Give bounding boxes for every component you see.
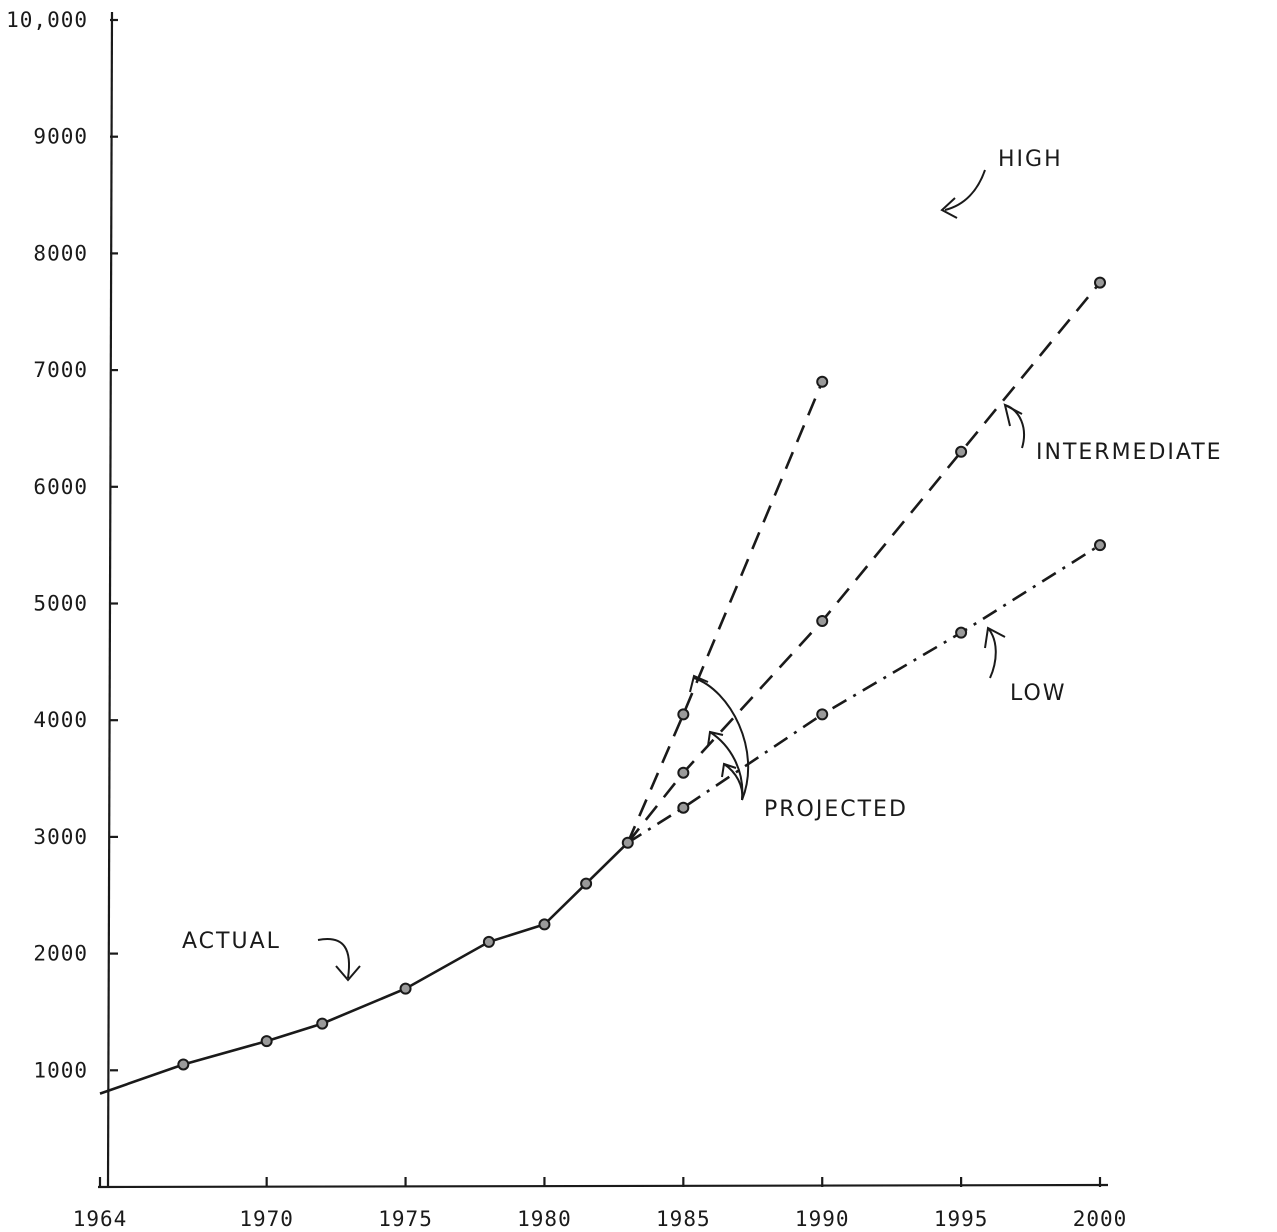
data-point-high	[816, 375, 829, 388]
x-tick-label: 1970	[239, 1207, 294, 1231]
y-tick-label: 7000	[33, 358, 88, 382]
series-lines	[99, 281, 1102, 1095]
y-tick-label: 2000	[33, 942, 88, 966]
projected-arrow-low-head	[721, 762, 737, 778]
x-tick-label: 1975	[378, 1207, 433, 1231]
x-tick-label: 1990	[795, 1207, 850, 1231]
data-point-actual	[316, 1017, 329, 1030]
low-arrow	[987, 627, 997, 679]
x-axis-line	[97, 1183, 1109, 1189]
axes	[97, 11, 1109, 1189]
actual-arrow-head	[335, 965, 361, 982]
y-tick-label: 6000	[33, 475, 88, 499]
label-actual: ACTUAL	[182, 929, 281, 954]
series-line-high	[626, 381, 824, 844]
data-point-actual	[621, 836, 634, 849]
data-point-high	[677, 708, 690, 721]
y-tick-label: 9000	[33, 125, 88, 149]
data-point-low	[816, 708, 829, 721]
label-projected: PROJECTED	[764, 797, 908, 822]
y-axis-ticks: 10,000 9000 8000 7000 6000 5000 4000 3000 2000 10…	[6, 8, 118, 1082]
annotation-arrows	[317, 169, 1025, 982]
x-tick-label: 1980	[517, 1207, 572, 1231]
high-arrow	[944, 169, 986, 211]
x-axis-ticks: 1964 1970 1975 1980 1985 1990 1995 2000	[73, 1177, 1128, 1231]
high-arrow-head	[940, 197, 958, 219]
data-point-intermediate	[677, 766, 690, 779]
label-low: LOW	[1010, 681, 1067, 706]
y-tick-label: 10,000	[6, 8, 88, 32]
projected-arrow-low	[723, 763, 744, 801]
data-point-actual	[399, 982, 412, 995]
data-point-intermediate	[955, 445, 968, 458]
y-tick-label: 5000	[33, 592, 88, 616]
y-tick-label: 4000	[33, 708, 88, 732]
x-tick-label: 1964	[73, 1207, 128, 1231]
y-tick-label: 3000	[33, 825, 88, 849]
intermediate-arrow	[1004, 404, 1025, 449]
projected-arrow-high	[693, 677, 750, 801]
series-line-low	[627, 544, 1101, 844]
x-tick-label: 2000	[1073, 1207, 1128, 1231]
label-intermediate: INTERMEDIATE	[1036, 440, 1223, 465]
label-high: HIGH	[998, 147, 1063, 172]
projected-arrow-mid-head	[707, 730, 724, 747]
y-tick-label: 8000	[33, 241, 88, 265]
x-tick-label: 1985	[656, 1207, 711, 1231]
data-point-intermediate	[1094, 276, 1106, 289]
data-point-intermediate	[816, 615, 829, 628]
series-line-actual	[99, 841, 629, 1095]
projected-arrow-high-head	[689, 674, 709, 693]
data-points	[177, 276, 1106, 1071]
data-point-actual	[538, 918, 551, 931]
data-point-low	[677, 801, 690, 814]
data-point-actual	[580, 877, 593, 890]
y-tick-label: 1000	[33, 1058, 88, 1082]
data-point-actual	[482, 935, 495, 948]
y-axis-line	[106, 11, 114, 1188]
data-point-actual	[177, 1058, 190, 1071]
data-point-actual	[260, 1035, 273, 1048]
data-point-low	[955, 626, 968, 639]
series-line-intermediate	[626, 281, 1102, 844]
data-point-low	[1094, 539, 1106, 552]
low-arrow-head	[984, 626, 1006, 649]
x-tick-label: 1995	[934, 1207, 989, 1231]
intermediate-arrow-head	[1003, 403, 1023, 427]
actual-arrow	[317, 938, 350, 979]
